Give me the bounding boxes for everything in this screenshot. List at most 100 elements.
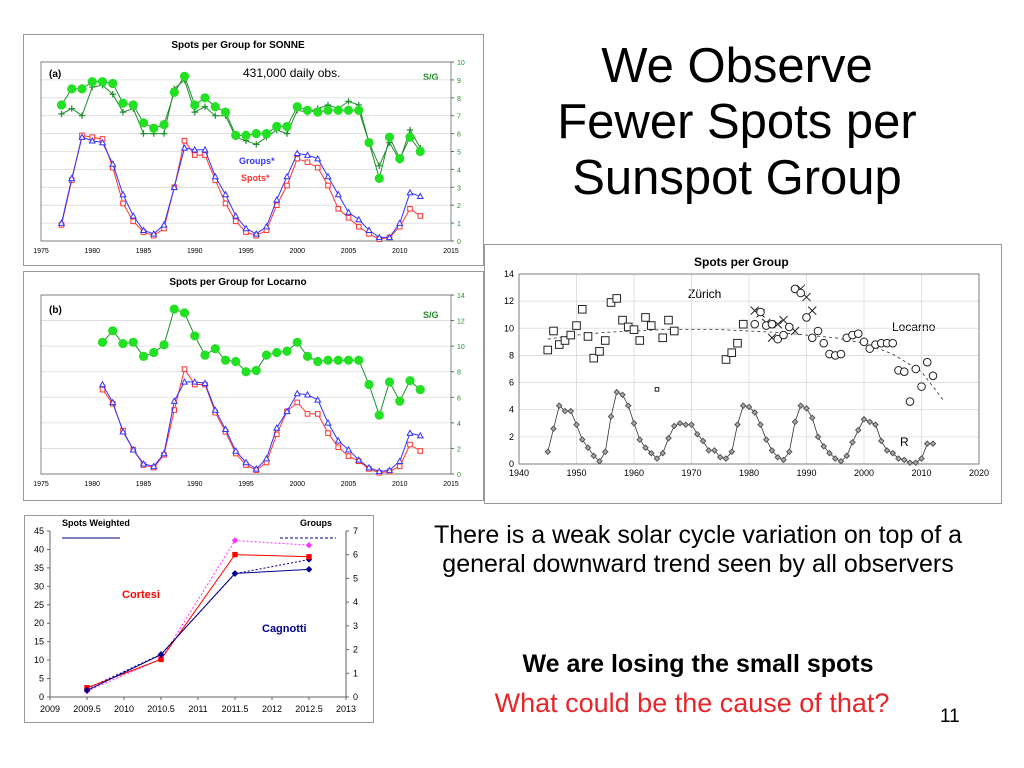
data-point	[635, 336, 645, 345]
data-point	[345, 98, 352, 105]
data-point	[272, 121, 282, 132]
data-point	[78, 112, 86, 119]
data-point	[294, 399, 301, 406]
x-tick-label: 1995	[238, 248, 254, 255]
data-point	[375, 467, 383, 475]
data-point	[699, 437, 707, 445]
data-point	[791, 418, 799, 426]
data-point	[109, 398, 117, 406]
data-point	[364, 379, 374, 390]
data-point	[375, 233, 383, 241]
data-point	[364, 137, 374, 148]
data-point	[283, 172, 291, 180]
data-point	[646, 321, 656, 330]
data-point	[179, 308, 190, 318]
series-line	[102, 381, 421, 472]
data-point	[138, 351, 149, 361]
x-tick-label: 1960	[624, 468, 644, 478]
data-point	[665, 434, 672, 442]
data-point	[573, 421, 580, 428]
data-point	[314, 164, 321, 171]
panel-label: (a)	[49, 69, 61, 80]
data-point	[87, 77, 97, 87]
data-point	[384, 377, 395, 387]
data-point	[405, 132, 415, 142]
data-point	[129, 445, 137, 453]
x-tick-label: 1980	[84, 481, 100, 488]
data-point	[191, 145, 199, 153]
data-point	[813, 326, 823, 336]
emphasis-text: We are losing the small spots	[522, 650, 874, 678]
data-point	[108, 78, 118, 89]
data-point	[169, 87, 179, 98]
data-point	[303, 151, 312, 158]
data-point	[664, 315, 673, 325]
data-point	[395, 396, 405, 406]
data-point	[283, 130, 291, 137]
summary-text: There is a weak solar cycle variation on…	[433, 521, 963, 578]
data-point	[750, 319, 760, 329]
data-point	[415, 385, 425, 395]
data-point	[325, 430, 331, 436]
data-point	[670, 422, 678, 430]
data-point	[796, 288, 806, 298]
data-point	[191, 108, 198, 116]
data-point	[676, 419, 684, 427]
x-tick-label: 2009.5	[73, 704, 101, 714]
y-tick-label: 2	[457, 203, 461, 210]
title-line: We Observe	[601, 39, 873, 93]
data-point	[201, 145, 209, 153]
data-point	[784, 322, 794, 332]
data-point	[906, 459, 914, 466]
data-point	[905, 397, 915, 406]
data-point	[889, 449, 897, 457]
data-point	[354, 355, 364, 365]
data-point	[355, 456, 363, 463]
y-tick-label: 8	[457, 370, 461, 377]
data-point	[577, 304, 587, 314]
data-point	[396, 463, 403, 470]
y-tick-label: 2	[457, 446, 461, 453]
y-tick-label: 14	[504, 269, 514, 279]
data-point	[57, 219, 66, 226]
data-point	[385, 466, 394, 473]
data-point	[68, 105, 75, 112]
data-point	[751, 409, 759, 416]
x-tick-label: 2013	[336, 704, 356, 714]
data-point	[607, 413, 615, 420]
data-point	[544, 448, 552, 456]
data-point	[739, 402, 747, 409]
data-point	[768, 447, 776, 454]
x-tick-label: 2009	[40, 704, 60, 714]
series-line	[547, 329, 945, 402]
data-point	[803, 405, 810, 412]
data-point	[555, 402, 563, 409]
data-point	[201, 379, 209, 386]
data-point	[334, 190, 342, 198]
data-point	[302, 105, 313, 115]
data-point	[180, 378, 189, 385]
data-point	[97, 77, 108, 87]
data-point	[407, 441, 413, 448]
chart-spots-per-group: Spots per Group Zürich Locarno R 1940 195…	[484, 244, 1002, 504]
data-point	[190, 331, 200, 341]
data-point	[618, 315, 627, 325]
data-point	[745, 403, 753, 411]
data-point	[613, 388, 621, 396]
data-point	[705, 447, 713, 454]
y-tick-label: 6	[457, 395, 461, 402]
data-point	[323, 355, 333, 365]
data-point	[560, 336, 570, 345]
data-point	[139, 459, 148, 467]
y-tick-label: 3	[457, 185, 461, 192]
data-point	[658, 333, 668, 343]
data-point	[200, 350, 210, 360]
y-tick-label: 15	[34, 637, 44, 647]
data-point	[826, 449, 833, 457]
data-point	[170, 397, 178, 404]
chart-frame	[23, 34, 484, 266]
data-point	[324, 419, 332, 426]
data-point	[305, 566, 313, 573]
data-point	[600, 336, 610, 345]
y2-tick-label: 3	[353, 621, 358, 631]
